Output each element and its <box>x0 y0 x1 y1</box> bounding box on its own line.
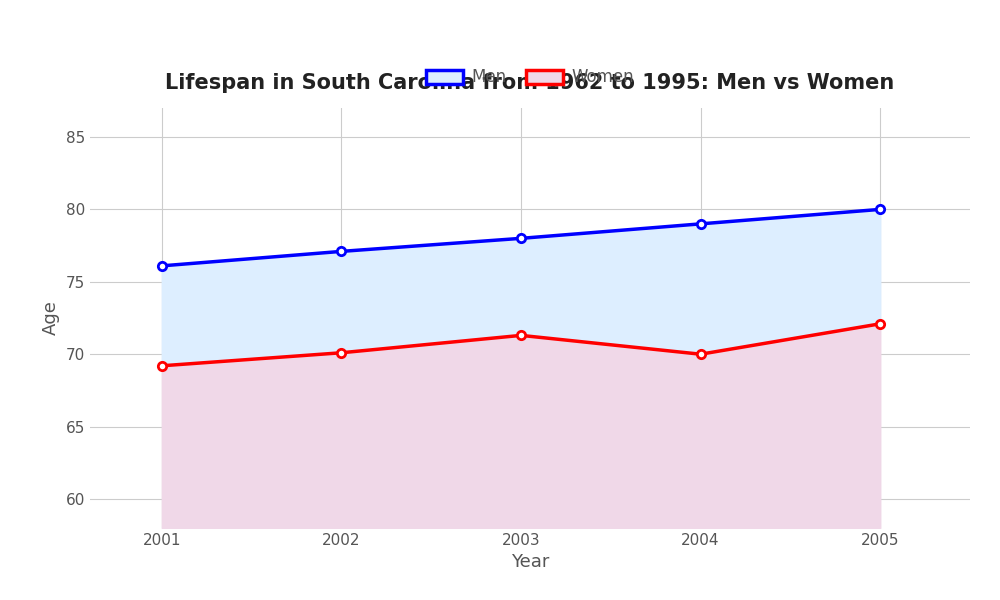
X-axis label: Year: Year <box>511 553 549 571</box>
Y-axis label: Age: Age <box>42 301 60 335</box>
Title: Lifespan in South Carolina from 1962 to 1995: Men vs Women: Lifespan in South Carolina from 1962 to … <box>165 73 895 92</box>
Legend: Men, Women: Men, Women <box>419 62 641 93</box>
